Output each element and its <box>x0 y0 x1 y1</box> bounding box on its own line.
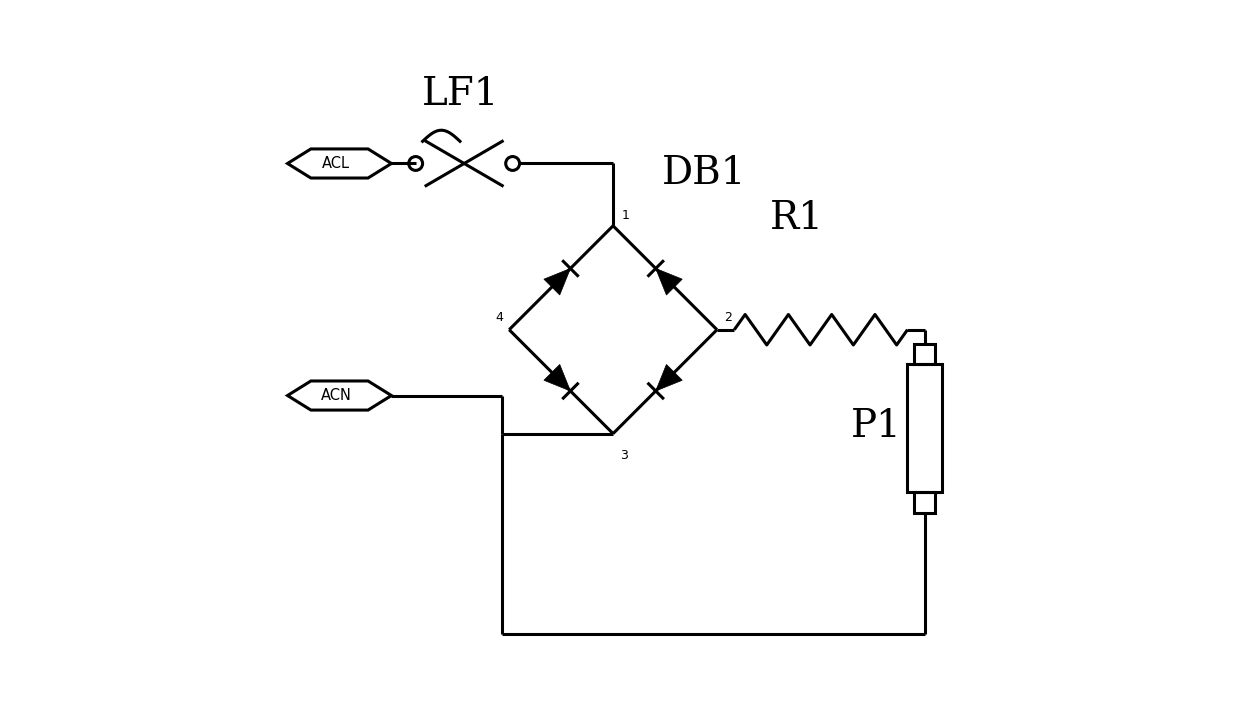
Text: 1: 1 <box>621 210 629 222</box>
Text: P1: P1 <box>851 408 901 445</box>
Text: 2: 2 <box>724 311 732 324</box>
Text: ACN: ACN <box>321 388 351 403</box>
Text: 3: 3 <box>620 449 627 462</box>
Text: LF1: LF1 <box>422 76 500 113</box>
Text: DB1: DB1 <box>662 156 746 192</box>
Polygon shape <box>544 268 570 295</box>
Text: 4: 4 <box>496 311 503 324</box>
Bar <box>914 343 935 365</box>
Text: ACL: ACL <box>322 156 350 171</box>
Polygon shape <box>544 365 570 391</box>
Bar <box>908 365 942 493</box>
Text: R1: R1 <box>770 200 823 238</box>
Bar <box>914 493 935 513</box>
Polygon shape <box>656 268 682 295</box>
Polygon shape <box>656 365 682 391</box>
